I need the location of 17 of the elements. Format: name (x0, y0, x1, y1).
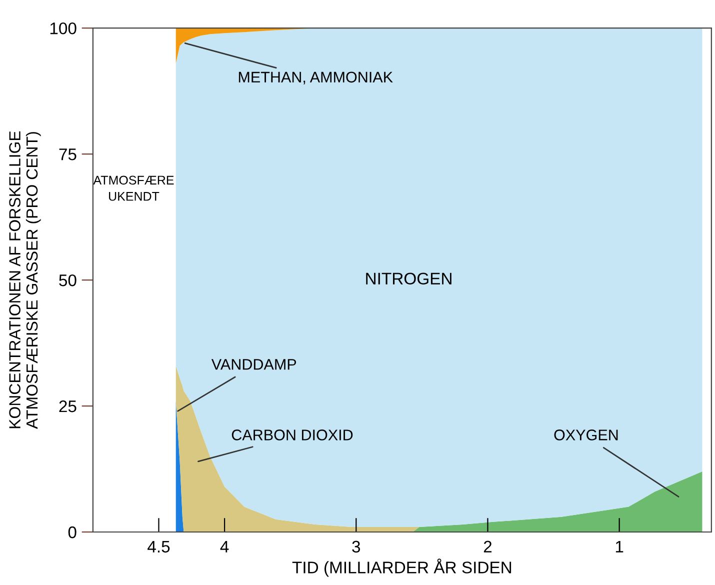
x-tick-label: 4.5 (148, 540, 170, 553)
x-tick-label: 4 (220, 540, 229, 552)
text: METHAN, AMMONIAK (238, 72, 393, 84)
y-axis-title: KONCENTRATIONEN AF FORSKELLIGE ATMOSFÆRISKE GASSER (PRO CENT) (9, 131, 41, 429)
text: OXYGEN (554, 430, 618, 440)
x-tick-label: 1 (616, 540, 624, 552)
y-tick-label: 25 (59, 400, 76, 412)
series-label: NITROGEN (366, 272, 452, 285)
text: VANDDAMP (211, 359, 296, 370)
x-axis-title: TID (MILLIARDER ÅR SIDEN (292, 558, 512, 577)
y-tick-label: 100 (50, 22, 76, 34)
x-tick-label: 2 (484, 540, 492, 552)
y-tick-label: 0 (68, 526, 76, 538)
y-tick-label: 75 (59, 148, 76, 160)
y-tick-label: 50 (59, 274, 76, 286)
series-label: CARBON DIOXID (232, 430, 353, 440)
x-tick-label: 3 (352, 540, 360, 553)
